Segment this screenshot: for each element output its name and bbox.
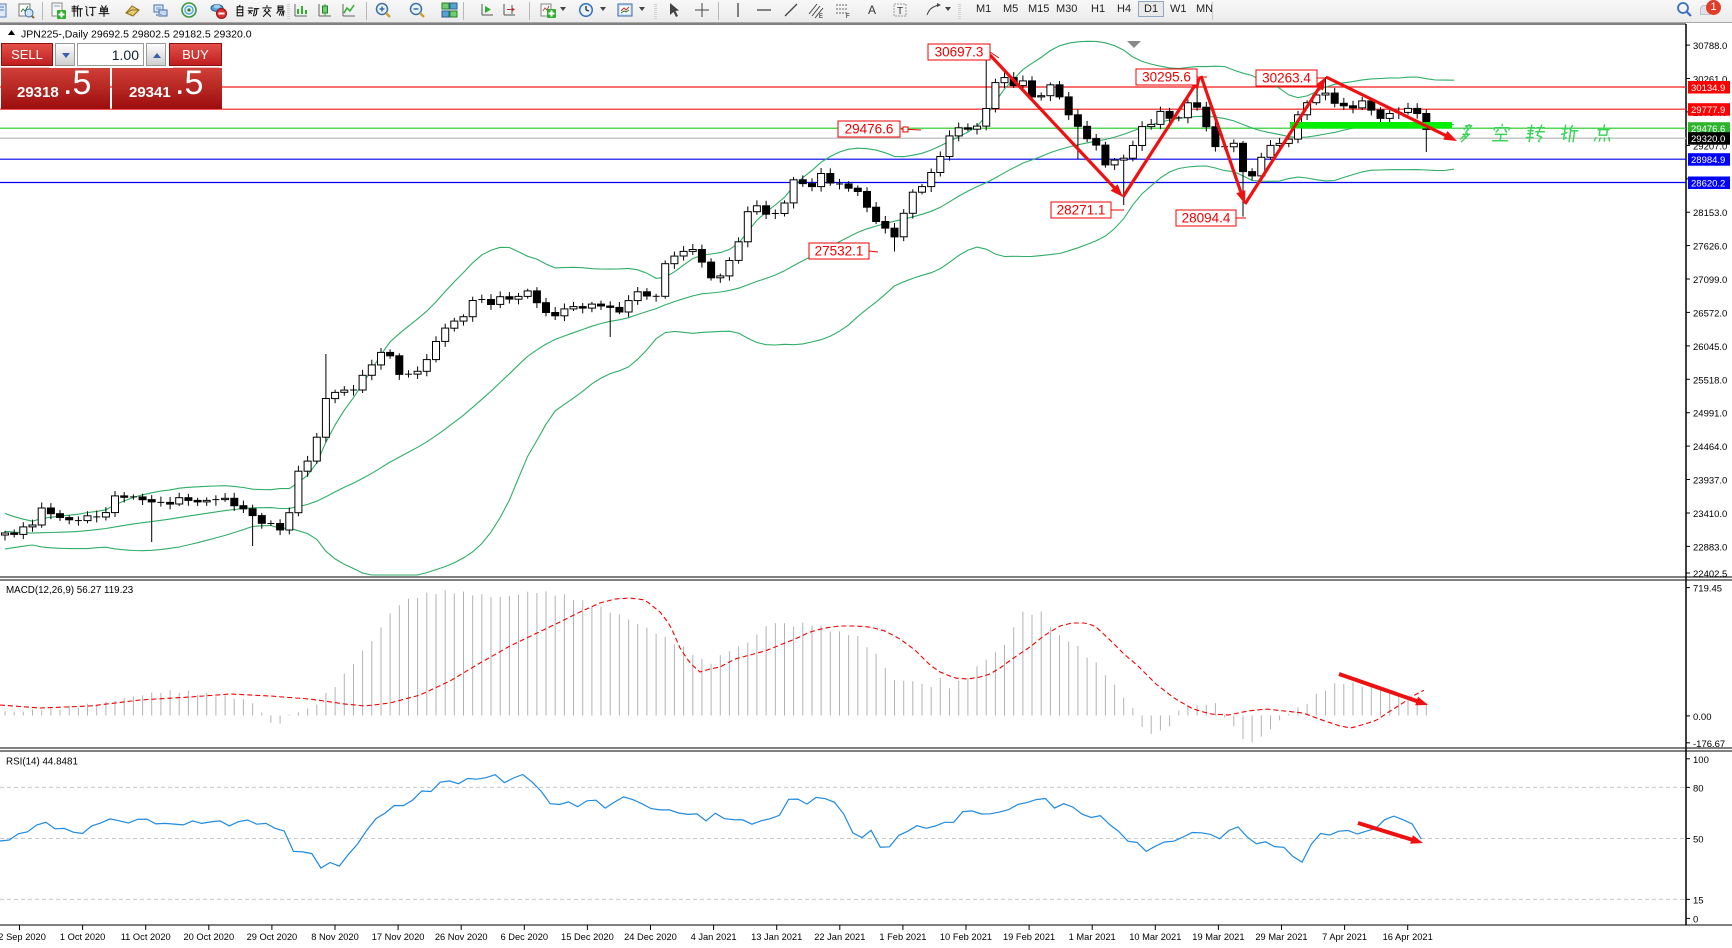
svg-text:28984.9: 28984.9 <box>1691 155 1725 166</box>
svg-text:24464.0: 24464.0 <box>1693 442 1727 453</box>
svg-text:E: E <box>819 14 823 19</box>
svg-text:20 Oct 2020: 20 Oct 2020 <box>183 932 234 942</box>
svg-text:29476.6: 29476.6 <box>845 122 894 137</box>
svg-text:11 Oct 2020: 11 Oct 2020 <box>121 932 171 942</box>
svg-text:MACD(12,26,9) 56.27 119.23: MACD(12,26,9) 56.27 119.23 <box>6 585 134 596</box>
svg-text:26572.0: 26572.0 <box>1693 308 1727 319</box>
svg-text:F: F <box>846 14 850 19</box>
svg-text:27099.0: 27099.0 <box>1693 275 1727 286</box>
svg-text:30263.4: 30263.4 <box>1262 71 1311 86</box>
svg-text:24 Dec 2020: 24 Dec 2020 <box>624 932 677 942</box>
svg-text:23410.0: 23410.0 <box>1693 509 1727 520</box>
svg-text:22 Sep 2020: 22 Sep 2020 <box>0 932 46 942</box>
svg-text:16 Apr 2021: 16 Apr 2021 <box>1383 932 1433 942</box>
svg-text:29777.9: 29777.9 <box>1691 105 1725 116</box>
svg-text:6 Dec 2020: 6 Dec 2020 <box>501 932 549 942</box>
svg-text:28271.1: 28271.1 <box>1057 203 1106 218</box>
svg-text:719.45: 719.45 <box>1693 584 1722 595</box>
svg-text:30697.3: 30697.3 <box>935 45 984 60</box>
svg-text:26 Nov 2020: 26 Nov 2020 <box>435 932 488 942</box>
svg-text:30134.9: 30134.9 <box>1691 83 1725 94</box>
svg-text:10 Mar 2021: 10 Mar 2021 <box>1129 932 1181 942</box>
svg-text:27626.0: 27626.0 <box>1693 242 1727 253</box>
svg-text:JPN225-,Daily 29692.5 29802.5: JPN225-,Daily 29692.5 29802.5 29182.5 29… <box>21 29 252 41</box>
svg-text:8 Nov 2020: 8 Nov 2020 <box>311 932 359 942</box>
svg-text:28620.2: 28620.2 <box>1691 179 1725 190</box>
svg-text:27532.1: 27532.1 <box>815 244 864 259</box>
svg-text:15 Dec 2020: 15 Dec 2020 <box>561 932 614 942</box>
svg-text:19 Feb 2021: 19 Feb 2021 <box>1003 932 1055 942</box>
svg-text:29 Oct 2020: 29 Oct 2020 <box>247 932 298 942</box>
svg-text:19 Mar 2021: 19 Mar 2021 <box>1192 932 1244 942</box>
svg-text:0.00: 0.00 <box>1693 712 1712 723</box>
svg-text:-176.67: -176.67 <box>1693 739 1725 750</box>
svg-text:1 Feb 2021: 1 Feb 2021 <box>879 932 926 942</box>
svg-text:29 Mar 2021: 29 Mar 2021 <box>1255 932 1307 942</box>
svg-text:T: T <box>897 6 903 17</box>
svg-text:4 Jan 2021: 4 Jan 2021 <box>691 932 737 942</box>
svg-text:1 Oct 2020: 1 Oct 2020 <box>60 932 105 942</box>
svg-text:17 Nov 2020: 17 Nov 2020 <box>372 932 425 942</box>
svg-text:80: 80 <box>1693 783 1704 794</box>
svg-text:15: 15 <box>1693 895 1704 906</box>
svg-text:22883.0: 22883.0 <box>1693 542 1727 553</box>
svg-text:22402.5: 22402.5 <box>1693 569 1727 580</box>
svg-text:100: 100 <box>1693 755 1709 766</box>
svg-text:0: 0 <box>1693 914 1698 925</box>
svg-text:22 Jan 2021: 22 Jan 2021 <box>814 932 865 942</box>
svg-text:23937.0: 23937.0 <box>1693 476 1727 487</box>
svg-text:RSI(14) 44.8481: RSI(14) 44.8481 <box>6 757 78 768</box>
svg-text:26045.0: 26045.0 <box>1693 342 1727 353</box>
svg-text:28094.4: 28094.4 <box>1182 211 1231 226</box>
svg-text:50: 50 <box>1693 835 1704 846</box>
svg-text:24991.0: 24991.0 <box>1693 409 1727 420</box>
svg-text:13 Jan 2021: 13 Jan 2021 <box>751 932 802 942</box>
svg-text:10 Feb 2021: 10 Feb 2021 <box>940 932 992 942</box>
svg-text:30295.6: 30295.6 <box>1142 70 1191 85</box>
svg-text:30788.0: 30788.0 <box>1693 41 1727 52</box>
svg-text:29320.0: 29320.0 <box>1691 134 1725 145</box>
svg-text:28153.0: 28153.0 <box>1693 208 1727 219</box>
svg-text:25518.0: 25518.0 <box>1693 375 1727 386</box>
svg-text:7 Apr 2021: 7 Apr 2021 <box>1322 932 1367 942</box>
svg-text:1 Mar 2021: 1 Mar 2021 <box>1069 932 1116 942</box>
